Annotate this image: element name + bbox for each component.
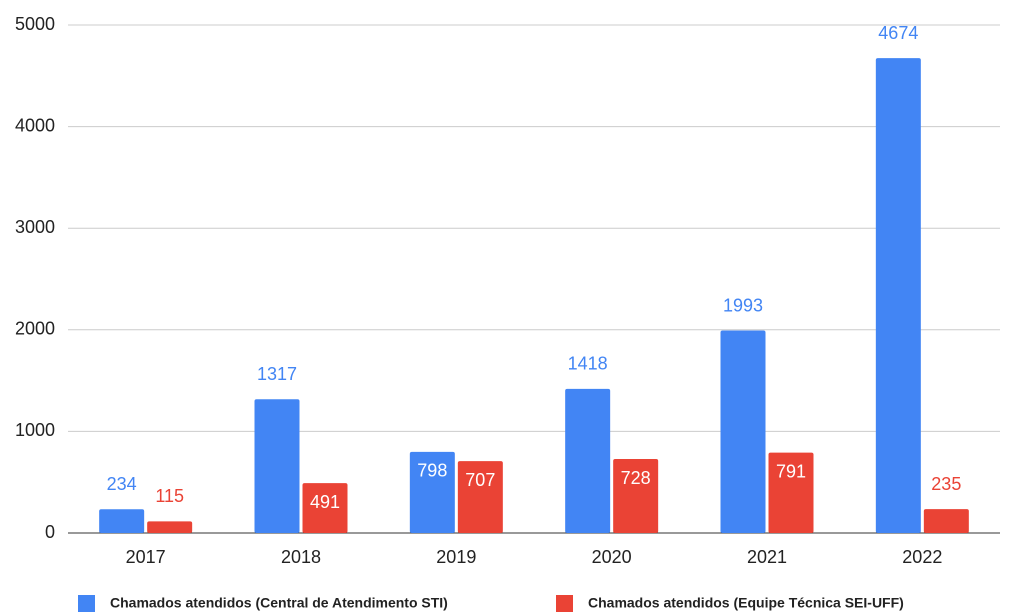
data-label: 791 <box>776 461 806 481</box>
bar <box>457 461 503 533</box>
data-label: 4674 <box>878 23 918 43</box>
y-tick-label: 5000 <box>15 14 55 34</box>
bar <box>613 459 659 533</box>
x-tick-label: 2018 <box>281 547 321 567</box>
legend-swatch <box>556 595 573 612</box>
x-tick-label: 2019 <box>436 547 476 567</box>
x-tick-label: 2020 <box>592 547 632 567</box>
bar <box>254 399 300 533</box>
data-label: 798 <box>417 461 447 481</box>
x-tick-label: 2017 <box>126 547 166 567</box>
x-tick-label: 2022 <box>902 547 942 567</box>
data-label: 728 <box>621 468 651 488</box>
bar <box>875 58 921 533</box>
x-tick-label: 2021 <box>747 547 787 567</box>
bar <box>565 388 611 533</box>
data-label: 1317 <box>257 364 297 384</box>
bar <box>768 452 814 533</box>
data-label: 234 <box>107 474 137 494</box>
legend-swatch <box>78 595 95 612</box>
bar <box>409 451 455 533</box>
y-tick-label: 3000 <box>15 217 55 237</box>
bar <box>147 521 193 533</box>
legend-label: Chamados atendidos (Central de Atendimen… <box>110 595 448 611</box>
data-label: 1993 <box>723 295 763 315</box>
y-tick-label: 0 <box>45 522 55 542</box>
legend-label: Chamados atendidos (Equipe Técnica SEI-U… <box>588 595 904 611</box>
bar <box>923 509 969 533</box>
data-label: 235 <box>931 474 961 494</box>
data-label: 1418 <box>568 354 608 374</box>
y-tick-label: 4000 <box>15 115 55 135</box>
bar <box>720 330 766 533</box>
y-tick-label: 1000 <box>15 420 55 440</box>
data-label: 115 <box>155 486 184 506</box>
bar <box>99 509 145 533</box>
y-tick-label: 2000 <box>15 319 55 339</box>
data-label: 707 <box>465 470 495 490</box>
data-label: 491 <box>310 492 340 512</box>
bar <box>302 483 348 533</box>
